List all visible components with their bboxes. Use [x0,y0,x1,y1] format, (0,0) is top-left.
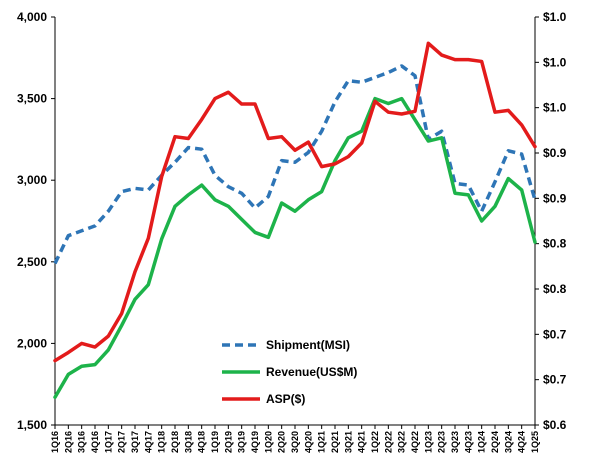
right-axis-tick-label: $0.8 [543,237,567,251]
x-axis-tick-label: 4Q16 [90,431,100,453]
x-axis-tick-label: 3Q17 [130,431,140,453]
x-axis-tick-label: 2Q23 [437,431,447,453]
legend-label-shipment-msi: Shipment(MSI) [266,338,350,352]
x-axis-tick-label: 3Q22 [397,431,407,453]
axes [51,16,539,429]
x-axis-tick-label: 2Q22 [383,431,393,453]
x-axis-tick-label: 4Q18 [197,431,207,453]
x-axis-tick-label: 4Q17 [143,431,153,453]
left-axis-tick-label: 1,500 [17,418,47,432]
x-axis-tick-label: 1Q20 [263,431,273,453]
x-axis-tick-label: 3Q23 [450,431,460,453]
x-axis-tick-label: 3Q21 [343,431,353,453]
x-axis-tick-label: 1Q16 [50,431,60,453]
x-axis-tick-label: 1Q22 [370,431,380,453]
series-line-shipment-msi [53,64,537,265]
x-axis-tick-label: 2Q17 [117,431,127,453]
x-axis-tick-label: 3Q20 [290,431,300,453]
x-axis-tick-label: 4Q24 [517,431,527,453]
x-axis-tick-label: 4Q19 [250,431,260,453]
x-axis-tick-label: 3Q16 [77,431,87,453]
right-axis-tick-label: $0.7 [543,373,567,387]
right-axis-tick-label: $0.6 [543,418,567,432]
x-axis-tick-label: 2Q19 [223,431,233,453]
left-axis-tick-label: 2,500 [17,255,47,269]
right-axis-tick-label: $0.9 [543,191,567,205]
x-axis-tick-label: 1Q21 [317,431,327,453]
x-axis-tick-labels: 1Q16 2Q16 3Q16 4Q16 1Q17 2Q17 3Q17 4Q17 1Q18 2Q18… [50,431,540,453]
legend-label-revenue-us-m: Revenue(US$M) [266,365,357,379]
x-axis-tick-label: 1Q19 [210,431,220,453]
left-axis-tick-labels: 1,500 2,000 2,500 3,000 3,500 4,000 [17,10,47,432]
series-line-asp [53,41,537,363]
right-axis-tick-label: $0.9 [543,146,567,160]
right-axis-tick-labels: $0.6 $0.7 $0.7 $0.8 $0.8 $0.9 $0.9 $1.0 $1.0 $1.0 [543,10,567,432]
x-axis-tick-label: 1Q18 [157,431,167,453]
right-axis-tick-label: $0.7 [543,327,567,341]
x-axis-tick-label: 2Q20 [277,431,287,453]
x-axis-tick-label: 2Q18 [170,431,180,453]
x-axis-tick-label: 4Q22 [410,431,420,453]
x-axis-tick-label: 1Q23 [423,431,433,453]
legend: Shipment(MSI) Revenue(US$M) ASP($) [222,338,357,406]
x-axis-tick-label: 4Q20 [303,431,313,453]
x-axis-tick-label: 3Q18 [183,431,193,453]
series-lines [53,41,537,400]
left-axis-tick-label: 3,500 [17,92,47,106]
x-axis-tick-label: 1Q24 [477,431,487,453]
left-axis-tick-label: 2,000 [17,336,47,350]
x-axis-tick-label: 4Q21 [357,431,367,453]
right-axis-tick-label: $0.8 [543,282,567,296]
right-axis-tick-label: $1.0 [543,10,567,24]
x-axis-tick-label: 3Q19 [237,431,247,453]
left-axis-tick-label: 4,000 [17,10,47,24]
x-axis-tick-label: 1Q17 [103,431,113,453]
x-axis-tick-label: 2Q16 [63,431,73,453]
right-axis-tick-label: $1.0 [543,55,567,69]
series-line-revenue-us-m [53,96,537,400]
x-axis-tick-label: 3Q24 [503,431,513,453]
x-axis-tick-label: 1Q25 [530,431,540,453]
x-axis-tick-label: 2Q24 [490,431,500,453]
legend-label-asp: ASP($) [266,392,305,406]
x-axis-tick-label: 2Q21 [330,431,340,453]
left-axis-tick-label: 3,000 [17,173,47,187]
right-axis-tick-label: $1.0 [543,101,567,115]
x-axis-tick-label: 4Q23 [463,431,473,453]
